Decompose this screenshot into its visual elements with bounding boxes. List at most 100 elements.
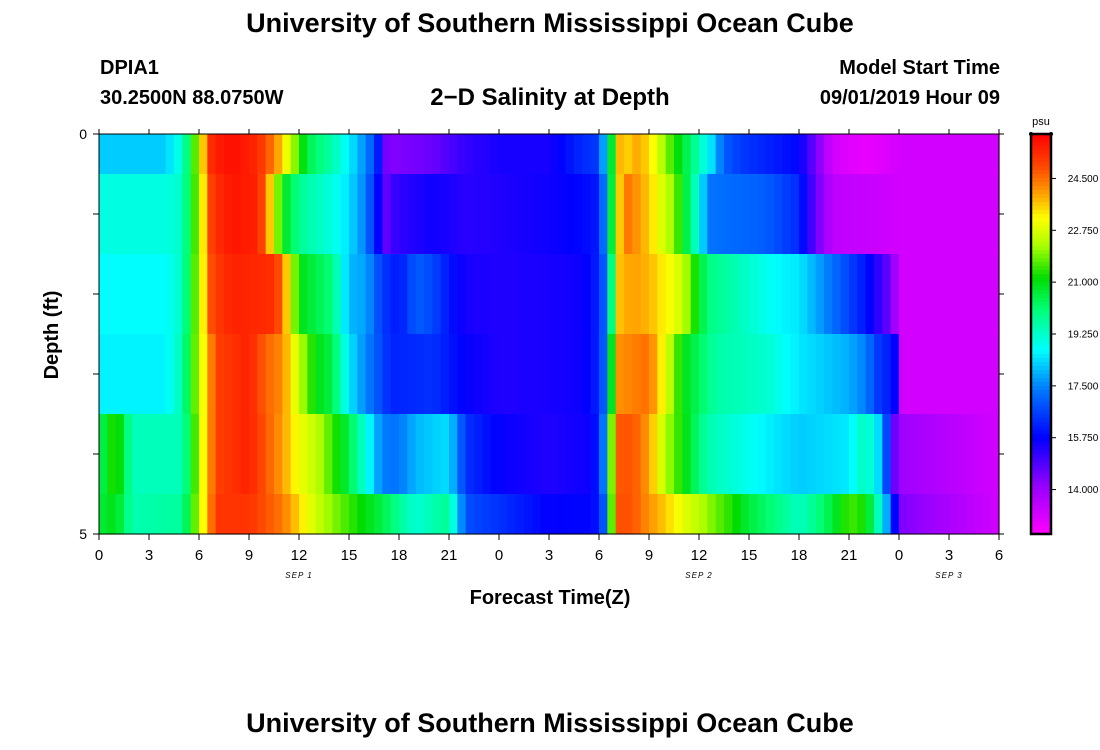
heatmap-cell (474, 174, 483, 255)
colorbar-segment (1031, 206, 1051, 211)
heatmap-cell (949, 134, 958, 175)
heatmap-cell (574, 334, 583, 415)
heatmap-cell (482, 134, 492, 175)
heatmap-cell (557, 414, 567, 495)
heatmap-cell (324, 174, 333, 255)
heatmap-cell (115, 134, 125, 175)
colorbar-segment (1031, 506, 1051, 511)
heatmap-cell (624, 254, 633, 335)
heatmap-cell (315, 254, 325, 335)
heatmap-cell (590, 494, 600, 535)
heatmap-cell (249, 334, 258, 415)
heatmap-cell (215, 174, 225, 255)
heatmap-cell (365, 134, 375, 175)
heatmap-cell (382, 414, 392, 495)
heatmap-cell (974, 134, 983, 175)
heatmap-cell (390, 134, 400, 175)
heatmap-cell (99, 174, 108, 255)
colorbar-segment (1031, 162, 1051, 167)
heatmap-cell (215, 334, 225, 415)
heatmap-cell (807, 494, 817, 535)
heatmap-cell (107, 134, 117, 175)
heatmap-cell (174, 414, 183, 495)
heatmap-cell (574, 174, 583, 255)
heatmap-cell (940, 494, 950, 535)
heatmap-cell (232, 254, 242, 335)
heatmap-cell (549, 174, 558, 255)
heatmap-cell (749, 134, 758, 175)
heatmap-cell (465, 254, 475, 335)
heatmap-cell (415, 174, 425, 255)
heatmap-cell (432, 134, 442, 175)
colorbar-segment (1031, 154, 1051, 159)
colorbar-segment (1031, 486, 1051, 491)
heatmap-cell (782, 134, 792, 175)
heatmap-cell (524, 174, 533, 255)
heatmap-cell (982, 134, 992, 175)
colorbar-segment (1031, 530, 1051, 535)
heatmap-cell (640, 414, 650, 495)
heatmap-cell (824, 334, 833, 415)
heatmap-cell (690, 134, 700, 175)
heatmap-cell (707, 334, 717, 415)
heatmap-cell (982, 334, 992, 415)
heatmap-cell (582, 134, 592, 175)
colorbar-segment (1031, 294, 1051, 299)
heatmap-cell (282, 494, 292, 535)
heatmap-cell (665, 334, 675, 415)
heatmap-cell (532, 254, 542, 335)
heatmap-cell (932, 334, 942, 415)
heatmap-cell (399, 414, 408, 495)
heatmap-cell (607, 414, 617, 495)
heatmap-cell (882, 254, 892, 335)
heatmap-cell (932, 494, 942, 535)
colorbar-segment (1031, 434, 1051, 439)
heatmap-cell (132, 494, 142, 535)
heatmap-cell (832, 334, 842, 415)
heatmap-cell (524, 254, 533, 335)
heatmap-cell (507, 334, 517, 415)
heatmap-cell (632, 494, 642, 535)
heatmap-cell (815, 414, 825, 495)
heatmap-cell (265, 494, 275, 535)
heatmap-cell (432, 254, 442, 335)
heatmap-cell (182, 414, 192, 495)
heatmap-cell (924, 334, 933, 415)
heatmap-cell (699, 334, 708, 415)
heatmap-cell (949, 254, 958, 335)
heatmap-cell (349, 254, 358, 335)
heatmap-cell (374, 494, 383, 535)
heatmap-cell (532, 134, 542, 175)
colorbar-segment (1031, 518, 1051, 523)
heatmap-cell (649, 414, 658, 495)
heatmap-cell (349, 334, 358, 415)
colorbar-corner-dot (1049, 132, 1053, 136)
heatmap-cell (732, 134, 742, 175)
heatmap-cell (532, 414, 542, 495)
heatmap-cell (199, 134, 208, 175)
heatmap-cell (99, 334, 108, 415)
heatmap-cell (565, 494, 575, 535)
heatmap-cell (857, 334, 867, 415)
colorbar-segment (1031, 286, 1051, 291)
heatmap-cell (607, 494, 617, 535)
x-tick-label: 0 (495, 547, 503, 564)
heatmap-cell (474, 254, 483, 335)
heatmap-cell (815, 254, 825, 335)
heatmap-cell (332, 174, 342, 255)
colorbar-segment (1031, 446, 1051, 451)
heatmap-cell (949, 334, 958, 415)
heatmap-cell (807, 414, 817, 495)
heatmap-cell (349, 174, 358, 255)
colorbar-segment (1031, 214, 1051, 219)
heatmap-cell (415, 254, 425, 335)
heatmap-cell (915, 414, 925, 495)
colorbar-segment (1031, 222, 1051, 227)
heatmap-cell (332, 134, 342, 175)
heatmap-cell (340, 494, 350, 535)
heatmap-cell (807, 334, 817, 415)
colorbar-segment (1031, 246, 1051, 251)
x-tick-label: 18 (791, 547, 808, 564)
heatmap-cell (615, 414, 625, 495)
heatmap-cell (574, 254, 583, 335)
